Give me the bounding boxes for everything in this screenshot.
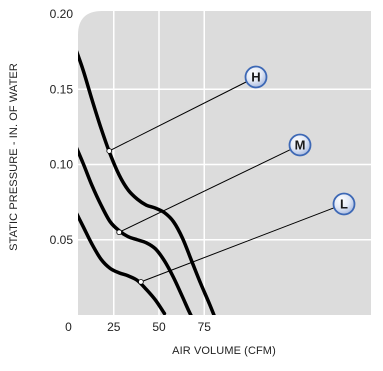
- grid: [78, 11, 371, 315]
- y-axis-title: STATIC PRESSURE - IN. OF WATER: [8, 63, 20, 251]
- x-tick-label: 0: [65, 320, 72, 334]
- curve-h: [78, 50, 216, 315]
- y-tick-label: 0.10: [50, 158, 74, 172]
- callouts: H M L: [106, 65, 356, 285]
- marker-label-m: M: [295, 138, 306, 153]
- y-tick-label: 0.15: [50, 82, 74, 96]
- x-axis-ticks: 0 25 50 75: [65, 320, 211, 334]
- curve-l: [78, 212, 167, 315]
- leader-line-l: [140, 207, 335, 283]
- marker-badge-h: [244, 65, 268, 89]
- x-tick-label: 75: [198, 320, 212, 334]
- y-tick-label: 0.20: [50, 7, 74, 21]
- leader-line-h: [109, 81, 248, 152]
- marker-label-l: L: [340, 197, 348, 212]
- y-axis-ticks: 0.05 0.10 0.15 0.20: [50, 7, 74, 247]
- x-tick-label: 25: [107, 320, 121, 334]
- curve-m: [78, 146, 193, 315]
- callout-point-m: [116, 229, 122, 236]
- marker-badge-m: [288, 133, 312, 157]
- marker-label-h: H: [251, 70, 260, 85]
- x-axis-title: AIR VOLUME (CFM): [172, 345, 276, 357]
- marker-badge-l: [332, 192, 356, 216]
- curves: [78, 50, 216, 315]
- plot-background: [78, 11, 371, 315]
- x-tick-label: 50: [152, 320, 166, 334]
- callout-point-h: [106, 148, 113, 154]
- leader-line-m: [118, 148, 292, 233]
- callout-point-l: [138, 279, 144, 285]
- y-tick-label: 0.05: [50, 233, 74, 247]
